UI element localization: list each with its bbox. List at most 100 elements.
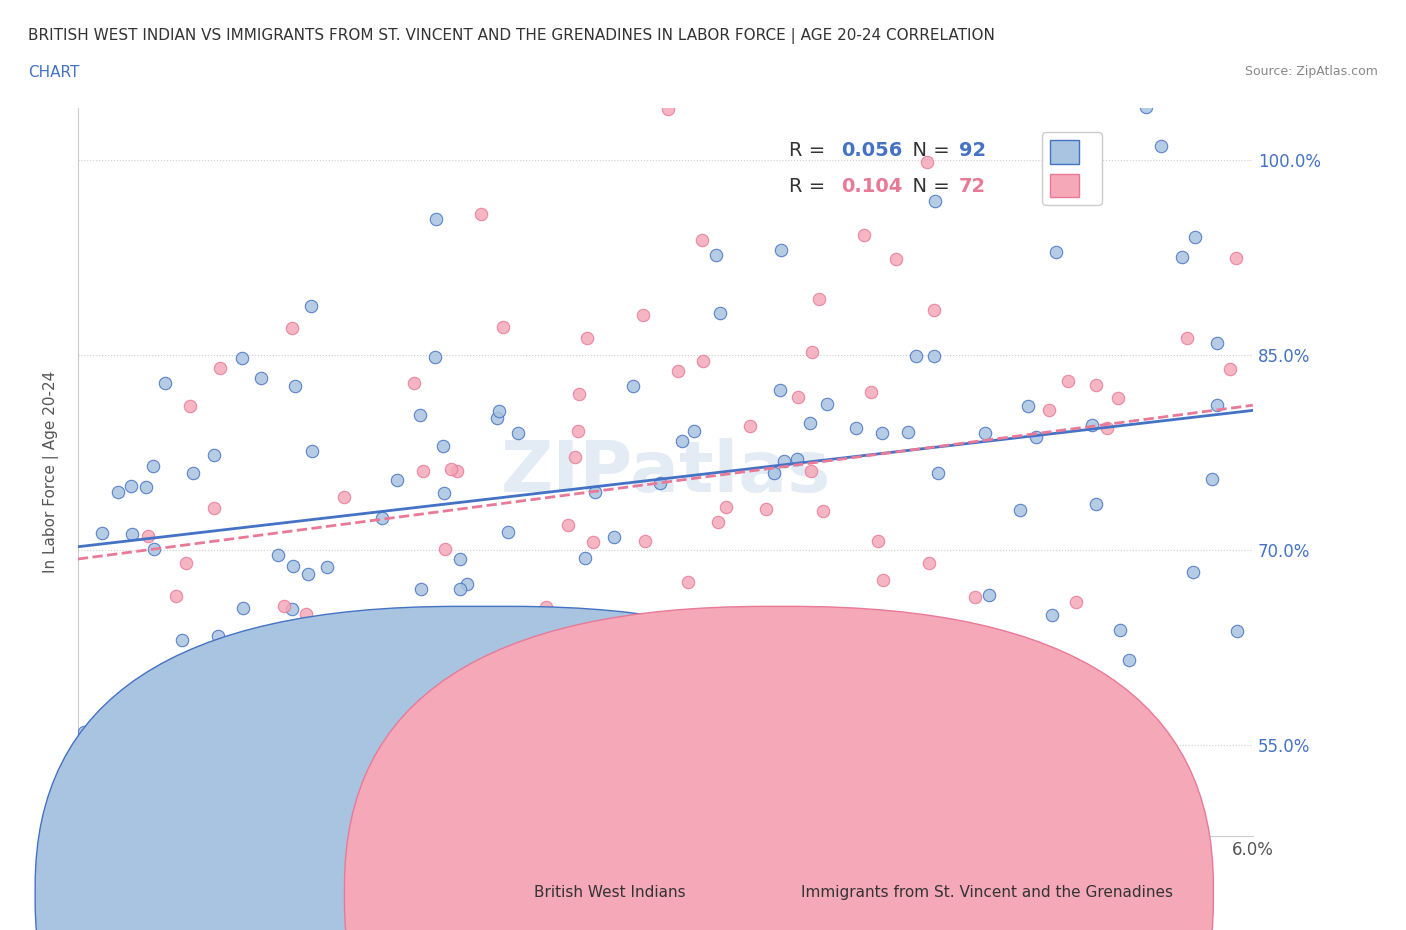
- Point: [692, 353, 714, 368]
- Point: [143, 541, 166, 556]
- Point: [775, 658, 797, 672]
- Text: CHART: CHART: [28, 65, 80, 80]
- Point: [904, 349, 927, 364]
- Point: [924, 193, 946, 208]
- Point: [181, 466, 204, 481]
- Point: [527, 637, 550, 652]
- Point: [1084, 497, 1107, 512]
- Point: [1184, 230, 1206, 245]
- Point: [209, 764, 232, 778]
- Point: [523, 698, 546, 713]
- Point: [385, 472, 408, 487]
- Text: 92: 92: [959, 140, 986, 160]
- Point: [284, 379, 307, 393]
- Point: [704, 247, 727, 262]
- Point: [316, 559, 339, 574]
- Point: [488, 404, 510, 418]
- Point: [648, 475, 671, 490]
- Point: [1175, 330, 1198, 345]
- Point: [859, 384, 882, 399]
- Point: [470, 788, 492, 803]
- Point: [1219, 362, 1241, 377]
- Point: [845, 420, 868, 435]
- Point: [1171, 250, 1194, 265]
- Point: [174, 555, 197, 570]
- Point: [671, 433, 693, 448]
- Point: [353, 651, 375, 666]
- Point: [506, 426, 529, 441]
- Point: [412, 464, 434, 479]
- Point: [557, 518, 579, 533]
- Point: [470, 206, 492, 221]
- Point: [433, 485, 456, 500]
- Point: [335, 676, 357, 691]
- Point: [884, 252, 907, 267]
- Point: [333, 489, 356, 504]
- Point: [973, 635, 995, 650]
- Point: [912, 622, 935, 637]
- Point: [678, 574, 700, 589]
- Point: [657, 101, 679, 116]
- Text: N =: N =: [900, 140, 956, 160]
- Point: [107, 485, 129, 500]
- Point: [740, 419, 762, 434]
- Point: [301, 444, 323, 458]
- Legend: , : ,: [1042, 132, 1102, 205]
- Point: [433, 542, 456, 557]
- Point: [1107, 391, 1129, 405]
- Point: [281, 321, 304, 336]
- Text: N =: N =: [900, 178, 956, 196]
- Point: [1109, 623, 1132, 638]
- Point: [91, 525, 114, 540]
- Point: [425, 211, 447, 226]
- Point: [927, 465, 949, 480]
- Point: [534, 600, 557, 615]
- Point: [813, 504, 835, 519]
- FancyBboxPatch shape: [35, 606, 935, 930]
- Point: [498, 525, 520, 539]
- Point: [1025, 430, 1047, 445]
- Point: [773, 453, 796, 468]
- Point: [1081, 418, 1104, 432]
- Point: [898, 745, 921, 760]
- Point: [396, 613, 419, 628]
- Point: [990, 667, 1012, 682]
- Point: [153, 681, 176, 696]
- Point: [297, 566, 319, 581]
- Point: [870, 426, 893, 441]
- Point: [683, 423, 706, 438]
- Point: [872, 573, 894, 588]
- Text: R =: R =: [789, 178, 831, 196]
- Point: [769, 383, 792, 398]
- Point: [425, 350, 447, 365]
- Point: [709, 306, 731, 321]
- Point: [707, 514, 730, 529]
- Point: [915, 154, 938, 169]
- Point: [299, 299, 322, 314]
- Point: [583, 485, 606, 499]
- Point: [120, 479, 142, 494]
- Point: [135, 480, 157, 495]
- Point: [1084, 378, 1107, 392]
- Point: [449, 581, 471, 596]
- Point: [449, 551, 471, 566]
- Point: [425, 777, 447, 791]
- Point: [486, 410, 509, 425]
- Point: [1056, 373, 1078, 388]
- Point: [977, 588, 1000, 603]
- Point: [815, 397, 838, 412]
- Point: [770, 243, 793, 258]
- Point: [634, 534, 657, 549]
- Point: [1045, 245, 1067, 259]
- Point: [280, 602, 302, 617]
- Point: [1010, 503, 1032, 518]
- Point: [136, 528, 159, 543]
- Point: [250, 862, 273, 877]
- Point: [208, 361, 231, 376]
- Point: [165, 589, 187, 604]
- Text: Source: ZipAtlas.com: Source: ZipAtlas.com: [1244, 65, 1378, 78]
- Point: [1206, 336, 1229, 351]
- Point: [432, 438, 454, 453]
- Point: [572, 631, 595, 646]
- Point: [868, 534, 890, 549]
